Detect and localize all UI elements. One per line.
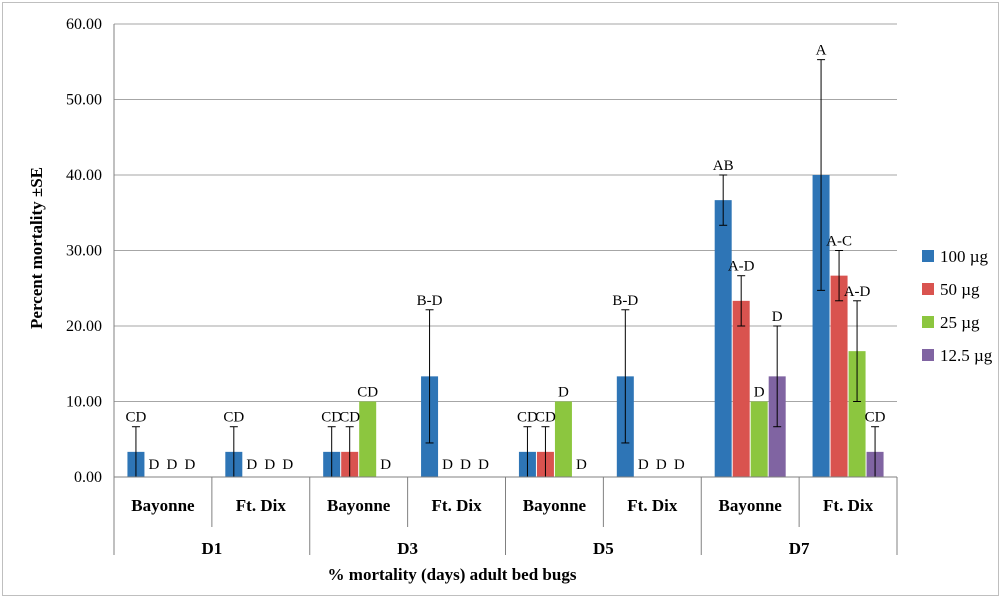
y-tick-label: 60.00 — [66, 16, 102, 33]
data-label: B-D — [612, 293, 638, 309]
y-tick-label: 40.00 — [66, 167, 102, 184]
data-label: D — [185, 457, 196, 473]
legend-swatch — [922, 316, 934, 328]
bar — [732, 300, 750, 477]
data-label: CD — [865, 410, 886, 426]
y-tick-label: 20.00 — [66, 318, 102, 335]
bar — [848, 351, 866, 477]
bar — [750, 401, 768, 477]
x-tick-label-site: Bayonne — [131, 496, 195, 515]
legend: 100 µg 50 µg 25 µg 12.5 µg — [922, 247, 993, 365]
x-tick-label-group: D1 — [201, 539, 222, 558]
data-label: D — [167, 457, 178, 473]
data-label: D — [264, 457, 275, 473]
data-label: CD — [126, 410, 147, 426]
data-label: A-D — [844, 284, 871, 300]
data-label: CD — [357, 385, 378, 401]
x-tick-label-site: Ft. Dix — [627, 496, 678, 515]
legend-label: 12.5 µg — [940, 346, 993, 365]
data-label: D — [246, 457, 257, 473]
axes: 0.00 10.00 20.00 30.00 40.00 50.00 60.00 Bayonn… — [66, 16, 898, 558]
y-tick-label: 50.00 — [66, 92, 102, 109]
data-label: A-C — [826, 234, 852, 250]
x-tick-label-site: Ft. Dix — [236, 496, 287, 515]
bars — [127, 59, 884, 478]
data-label: AB — [713, 158, 734, 174]
bar — [554, 401, 572, 477]
x-tick-label-site: Bayonne — [719, 496, 783, 515]
bar — [359, 401, 377, 477]
legend-swatch — [922, 250, 934, 262]
data-label: D — [478, 457, 489, 473]
data-label: A — [816, 43, 827, 59]
data-label: B-D — [417, 293, 443, 309]
data-label: D — [380, 457, 391, 473]
data-label: D — [576, 457, 587, 473]
x-tick-label-group: D3 — [397, 539, 418, 558]
y-tick-label: 30.00 — [66, 243, 102, 260]
legend-label: 50 µg — [940, 280, 980, 299]
y-axis-title: Percent mortality ±SE — [27, 167, 46, 329]
data-label: CD — [339, 410, 360, 426]
y-tick-label: 10.00 — [66, 394, 102, 411]
x-tick-label-group: D5 — [593, 539, 614, 558]
bar — [830, 275, 848, 477]
data-label: CD — [517, 410, 538, 426]
data-label: D — [282, 457, 293, 473]
data-label: CD — [223, 410, 244, 426]
x-tick-label-site: Bayonne — [523, 496, 587, 515]
x-tick-label-site: Bayonne — [327, 496, 391, 515]
data-label: D — [638, 457, 649, 473]
data-label: D — [772, 309, 783, 325]
x-tick-label-group: D7 — [789, 539, 810, 558]
legend-swatch — [922, 349, 934, 361]
bar — [714, 200, 732, 478]
data-label: D — [754, 385, 765, 401]
gridlines — [114, 23, 897, 402]
data-label: D — [149, 457, 160, 473]
data-label: D — [674, 457, 685, 473]
data-label: CD — [321, 410, 342, 426]
x-tick-label-site: Ft. Dix — [432, 496, 483, 515]
legend-label: 25 µg — [940, 313, 980, 332]
data-label: A-D — [728, 259, 755, 275]
x-tick-label-site: Ft. Dix — [823, 496, 874, 515]
y-tick-label: 0.00 — [74, 469, 102, 486]
data-label: D — [656, 457, 667, 473]
legend-label: 100 µg — [940, 247, 989, 266]
bar — [812, 175, 830, 477]
data-label: D — [460, 457, 471, 473]
data-label: D — [558, 385, 569, 401]
data-label: CD — [535, 410, 556, 426]
legend-swatch — [922, 283, 934, 295]
x-axis-title: % mortality (days) adult bed bugs — [328, 565, 577, 584]
data-label: D — [442, 457, 453, 473]
